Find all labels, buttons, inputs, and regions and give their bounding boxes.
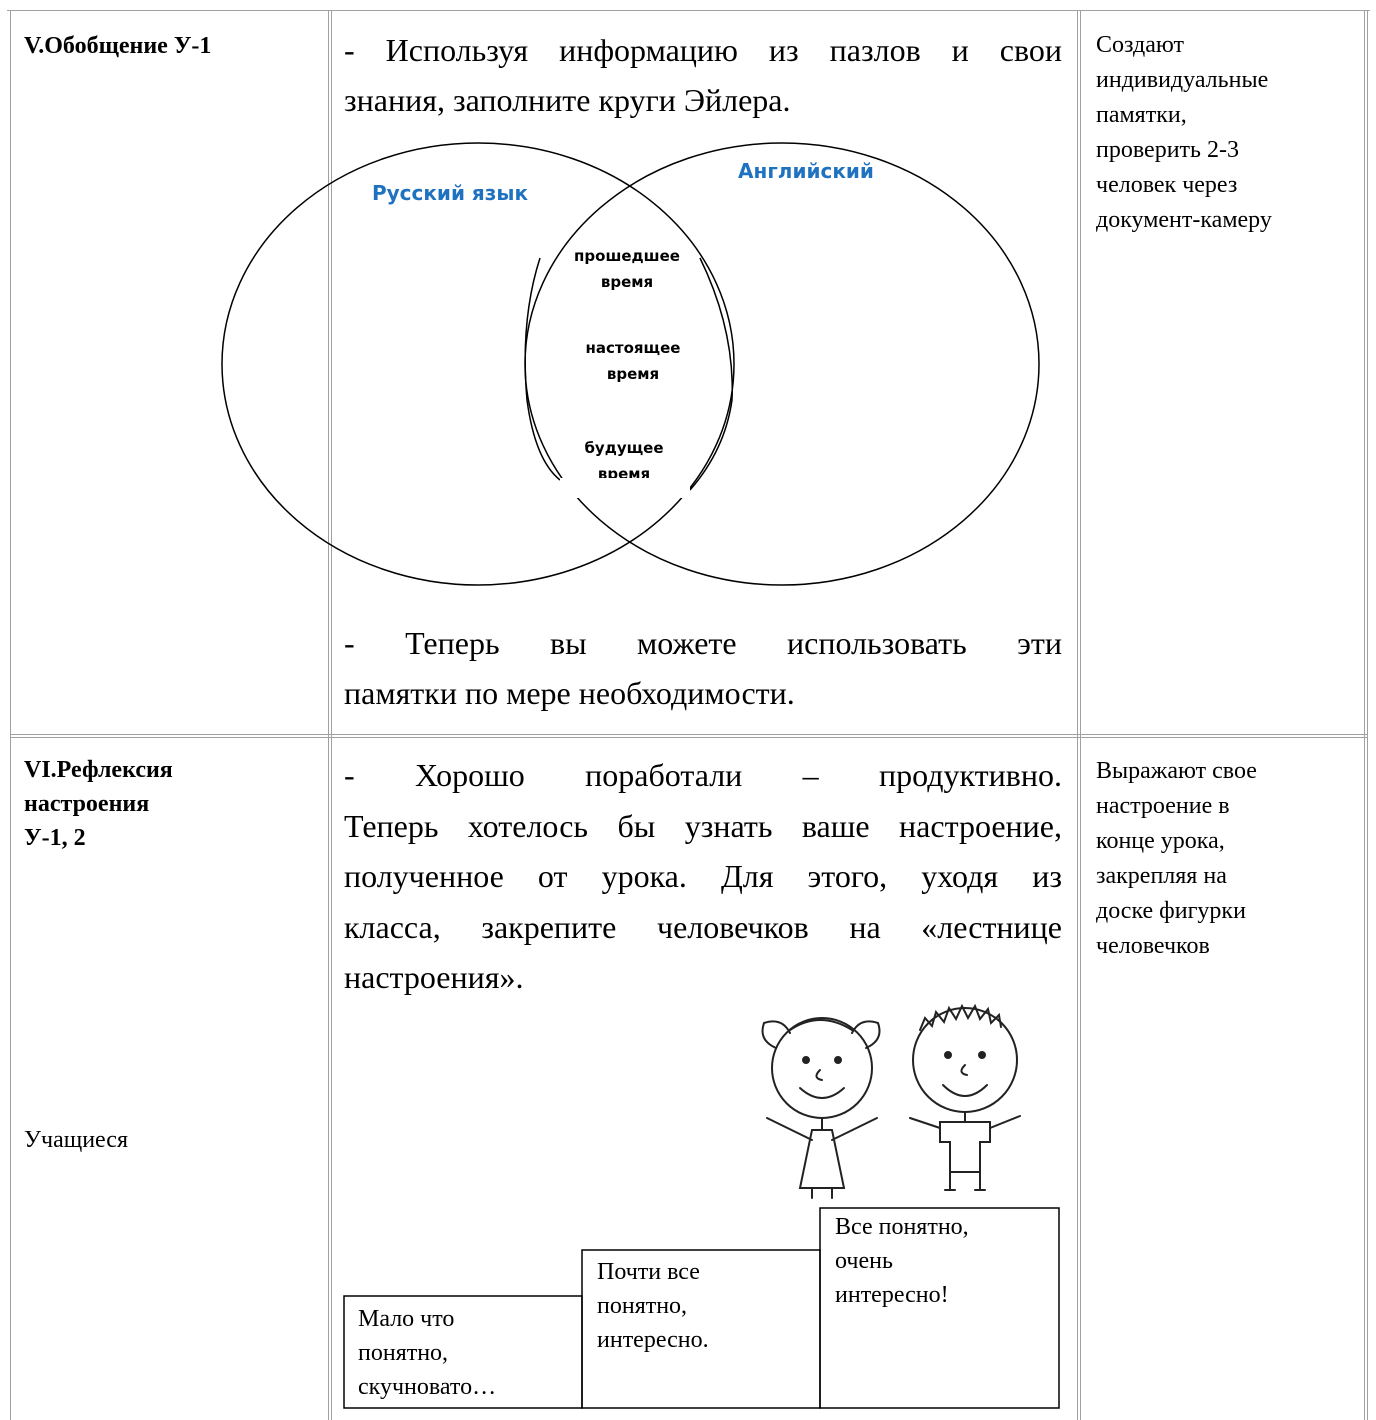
students-text: конце урока, [1096,828,1225,854]
steps [343,1207,1060,1409]
teacher-text: - Хорошо поработали – продуктивно. [344,757,1062,793]
teacher-text: - Используя информацию из пазлов и свои [344,32,1062,68]
students-text: доске фигурки [1096,898,1246,924]
venn-label: время [607,365,659,383]
stage-label: настроения [24,791,150,817]
step-text: Мало что [358,1306,455,1332]
students-text: закрепляя на [1096,863,1227,889]
note: Учащиеся [24,1127,128,1153]
venn-label: будущее [584,439,663,457]
venn-diagram [221,142,1040,586]
students-text: индивидуальные [1096,67,1269,93]
teacher-text: настроения». [344,959,524,995]
teacher-text: - Теперь вы можете использовать эти [344,625,1062,661]
stage-label: VI.Рефлексия [24,757,173,783]
teacher-text: Теперь хотелось бы узнать ваше настроени… [344,807,1062,844]
teacher-text: полученное от урока. Для этого, уходя из [344,858,1062,894]
venn-label: Русский язык [372,181,529,205]
teacher-text: класса, закрепите человечков на «лестниц… [344,908,1062,945]
table-borders [7,10,1370,1420]
step-text: интересно. [597,1327,709,1353]
children-drawing [761,1003,1021,1199]
students-text: Создают [1096,32,1185,58]
step-text: интересно! [835,1282,949,1308]
step-text: Все понятно, [835,1214,969,1240]
teacher-text: знания, заполните круги Эйлера. [344,82,791,118]
venn-label: время [601,273,653,291]
students-text: Выражают свое [1096,758,1257,784]
stage-label: У-1, 2 [24,825,86,851]
venn-label: прошедшее [574,247,680,265]
venn-label: Английский [738,159,874,183]
step-text: очень [835,1248,893,1274]
venn-label: настоящее [586,339,681,357]
students-text: настроение в [1096,793,1230,819]
step-text: понятно, [597,1293,688,1319]
step-text: скучновато… [358,1374,497,1400]
students-text: человек через [1096,172,1238,198]
mask [560,478,690,498]
stage-label: V.Обобщение У-1 [24,33,212,59]
students-text: проверить 2-3 [1096,137,1239,163]
step-text: понятно, [358,1340,449,1366]
step-text: Почти все [597,1259,700,1285]
teacher-text: памятки по мере необходимости. [344,675,795,711]
students-text: памятки, [1096,102,1187,128]
students-text: документ-камеру [1096,207,1272,233]
students-text: человечков [1096,933,1210,959]
